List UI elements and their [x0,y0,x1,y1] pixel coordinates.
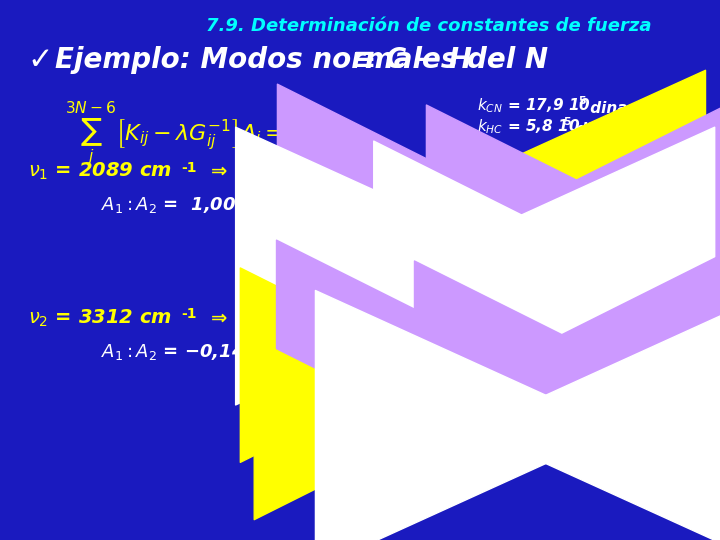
Text: ⇒  $\lambda_1$ = 1,558×10: ⇒ $\lambda_1$ = 1,558×10 [197,160,398,183]
Text: 7.9. Determinación de constantes de fuerza: 7.9. Determinación de constantes de fuer… [206,17,652,35]
Text: $k_{CN}$ = 17,9 10: $k_{CN}$ = 17,9 10 [477,96,590,115]
Text: $k_{HC}$ = 5,8 10: $k_{HC}$ = 5,8 10 [477,117,580,136]
Text: ≡ C − H: ≡ C − H [353,46,472,74]
Text: -2: -2 [395,160,410,174]
Text: ⇒  $\lambda_2$ = 3,898×10: ⇒ $\lambda_2$ = 3,898×10 [197,307,398,329]
Text: H: H [595,231,616,255]
Text: $\nu_2$ = 3312 cm: $\nu_2$ = 3312 cm [27,307,171,329]
Text: s: s [379,160,397,180]
Text: 5: 5 [563,117,571,127]
Text: $A_1 : A_2$ = −0,14 : 1,00: $A_1 : A_2$ = −0,14 : 1,00 [101,342,309,362]
Text: C: C [509,394,528,418]
Text: $\sum_{j}^{3N-6}\left[K_{ij}-\lambda G_{ij}^{-1}\right]A_{j}=0$: $\sum_{j}^{3N-6}\left[K_{ij}-\lambda G_{… [65,101,302,168]
Text: 29: 29 [367,160,387,174]
Text: dinas/cm: dinas/cm [585,101,667,116]
Text: 5: 5 [578,96,585,106]
Text: -1: -1 [181,307,197,321]
Text: s: s [379,307,397,326]
Text: N: N [420,231,441,255]
Text: -2: -2 [395,307,410,321]
Text: C: C [513,231,532,255]
Text: $A_1 : A_2$ =  1,00 : 0,41: $A_1 : A_2$ = 1,00 : 0,41 [101,195,299,215]
Text: ✓: ✓ [27,46,53,75]
Text: -1: -1 [181,160,197,174]
Text: H: H [590,394,611,418]
Text: $\nu_1$ = 2089 cm: $\nu_1$ = 2089 cm [27,160,171,182]
Text: Ejemplo: Modos normales del N: Ejemplo: Modos normales del N [55,46,548,74]
Text: N: N [420,394,441,418]
Text: dinas/cm: dinas/cm [570,122,653,137]
Text: 29: 29 [367,307,387,321]
